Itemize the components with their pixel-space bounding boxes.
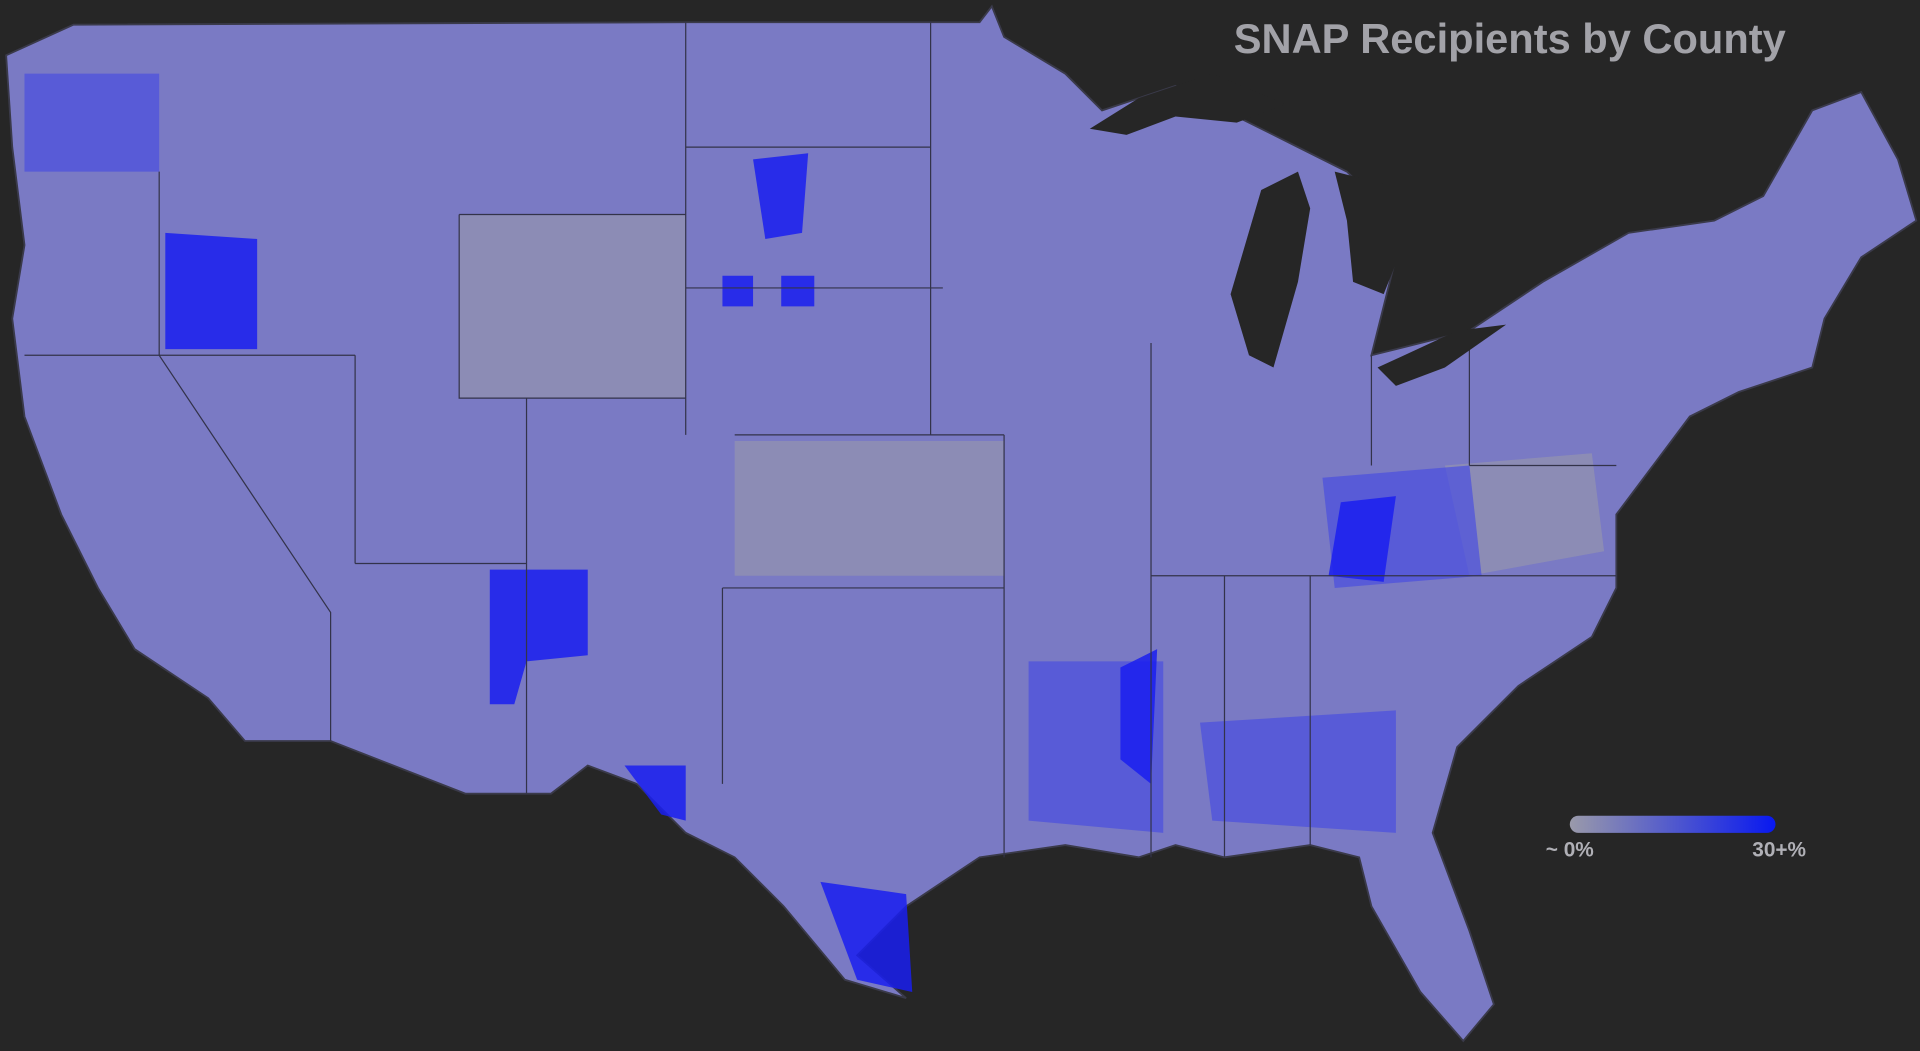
legend-gradient bbox=[1569, 815, 1776, 833]
region-shade bbox=[820, 881, 913, 993]
map-title: SNAP Recipients by County bbox=[1234, 15, 1786, 62]
region-shade bbox=[734, 441, 1005, 576]
region-shade bbox=[1444, 453, 1605, 576]
legend-min-label: ~ 0% bbox=[1546, 839, 1594, 862]
lake-michigan bbox=[1230, 171, 1311, 368]
legend-max-label: 30+% bbox=[1752, 839, 1806, 862]
lake-huron bbox=[1334, 171, 1409, 295]
region-shade bbox=[1120, 649, 1158, 784]
region-shade bbox=[624, 765, 686, 821]
region-shade bbox=[1200, 710, 1396, 833]
region-shade bbox=[1328, 496, 1396, 582]
region-shade bbox=[722, 275, 815, 307]
shading bbox=[24, 73, 1605, 993]
region-shade bbox=[753, 153, 809, 239]
region-shade bbox=[24, 73, 160, 172]
region-shade bbox=[489, 569, 588, 705]
region-shade bbox=[459, 214, 686, 399]
region-shade bbox=[165, 232, 258, 350]
lake-erie bbox=[1377, 324, 1507, 386]
state-borders bbox=[24, 22, 1617, 858]
lake-superior bbox=[1089, 73, 1286, 135]
